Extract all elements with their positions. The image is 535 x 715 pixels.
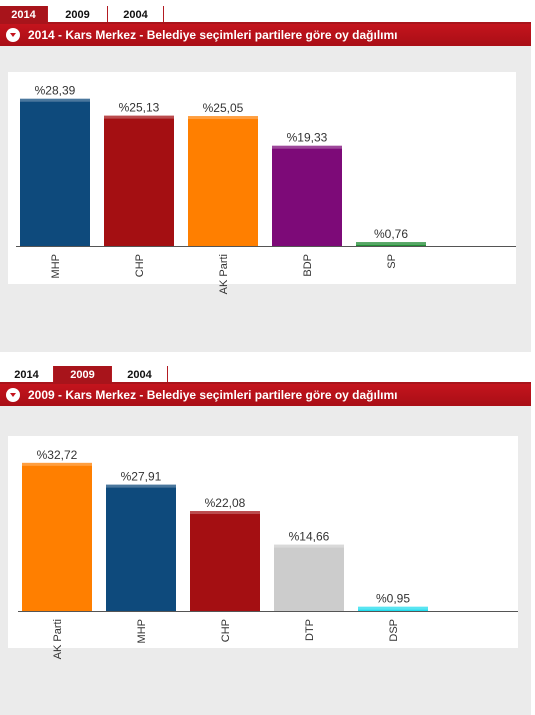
bar-highlight [104,115,174,119]
chart-title: 2009 - Kars Merkez - Belediye seçimleri … [28,388,398,402]
value-label: %19,33 [287,131,328,145]
info-toggle-icon[interactable] [6,388,20,402]
chart-title: 2014 - Kars Merkez - Belediye seçimleri … [28,28,398,42]
value-label: %0,95 [376,592,410,606]
value-label: %25,05 [203,101,244,115]
category-label: DSP [388,619,400,642]
chart-block-2009: 2014 2009 2004 2009 - Kars Merkez - Bele… [0,366,531,715]
bar-highlight [190,511,260,515]
category-label: DTP [304,619,316,641]
bar-highlight [188,116,258,120]
bar-chp[interactable] [190,511,260,611]
bar-chart-2014: %28,39 MHP %25,13 CHP %25,05 AK Parti %19,33 BD… [16,84,516,294]
value-label: %14,66 [289,530,330,544]
bar-mhp[interactable] [106,484,176,611]
tab-2014[interactable]: 2014 [0,6,48,24]
bar-mhp[interactable] [20,98,90,247]
bar-highlight [274,544,344,548]
bar-chart-2009: %32,72 AK Parti %27,91 MHP %22,08 CHP %14,66 DT… [18,448,518,659]
category-label: AK Parti [218,254,230,294]
bar-ak-parti[interactable] [188,116,258,246]
tab-2014[interactable]: 2014 [0,366,54,384]
bar-highlight [20,98,90,102]
bar-bdp[interactable] [272,145,342,246]
year-tabs: 2014 2009 2004 [0,366,531,384]
chart-block-2014: 2014 2009 2004 2014 - Kars Merkez - Bele… [0,6,531,352]
bar-highlight [106,484,176,488]
category-label: BDP [302,254,314,277]
value-label: %25,13 [119,101,160,115]
value-label: %0,76 [374,227,408,241]
chart-header: 2014 - Kars Merkez - Belediye seçimleri … [0,24,531,46]
chart-plot-area [8,436,518,648]
category-label: CHP [220,619,232,642]
info-toggle-icon[interactable] [6,28,20,42]
bar-dtp[interactable] [274,544,344,611]
category-label: AK Parti [52,619,64,659]
category-label: CHP [134,254,146,277]
value-label: %27,91 [121,470,162,484]
value-label: %32,72 [37,448,78,462]
bar-highlight [272,145,342,149]
bar-highlight [358,606,428,610]
chart-plot-area [8,72,516,284]
tab-underline [0,22,531,24]
bar-highlight [22,462,92,466]
category-label: MHP [136,619,148,643]
value-label: %22,08 [205,496,246,510]
year-tabs: 2014 2009 2004 [0,6,531,24]
category-label: MHP [50,254,62,278]
category-label: SP [386,254,398,269]
tab-2009[interactable]: 2009 [48,6,108,24]
bar-highlight [356,242,426,246]
tab-2004[interactable]: 2004 [112,366,168,384]
bar-chp[interactable] [104,115,174,246]
tab-2004[interactable]: 2004 [108,6,164,24]
bar-ak-parti[interactable] [22,462,92,611]
chart-panel: %32,72 AK Parti %27,91 MHP %22,08 CHP %14,66 DT… [0,406,531,715]
tab-underline [0,382,531,384]
bar-dsp[interactable] [358,606,428,611]
chart-panel: %28,39 MHP %25,13 CHP %25,05 AK Parti %19,33 BD… [0,46,531,352]
value-label: %28,39 [35,84,76,98]
chart-header: 2009 - Kars Merkez - Belediye seçimleri … [0,384,531,406]
tab-2009[interactable]: 2009 [54,366,112,384]
bar-sp[interactable] [356,242,426,246]
